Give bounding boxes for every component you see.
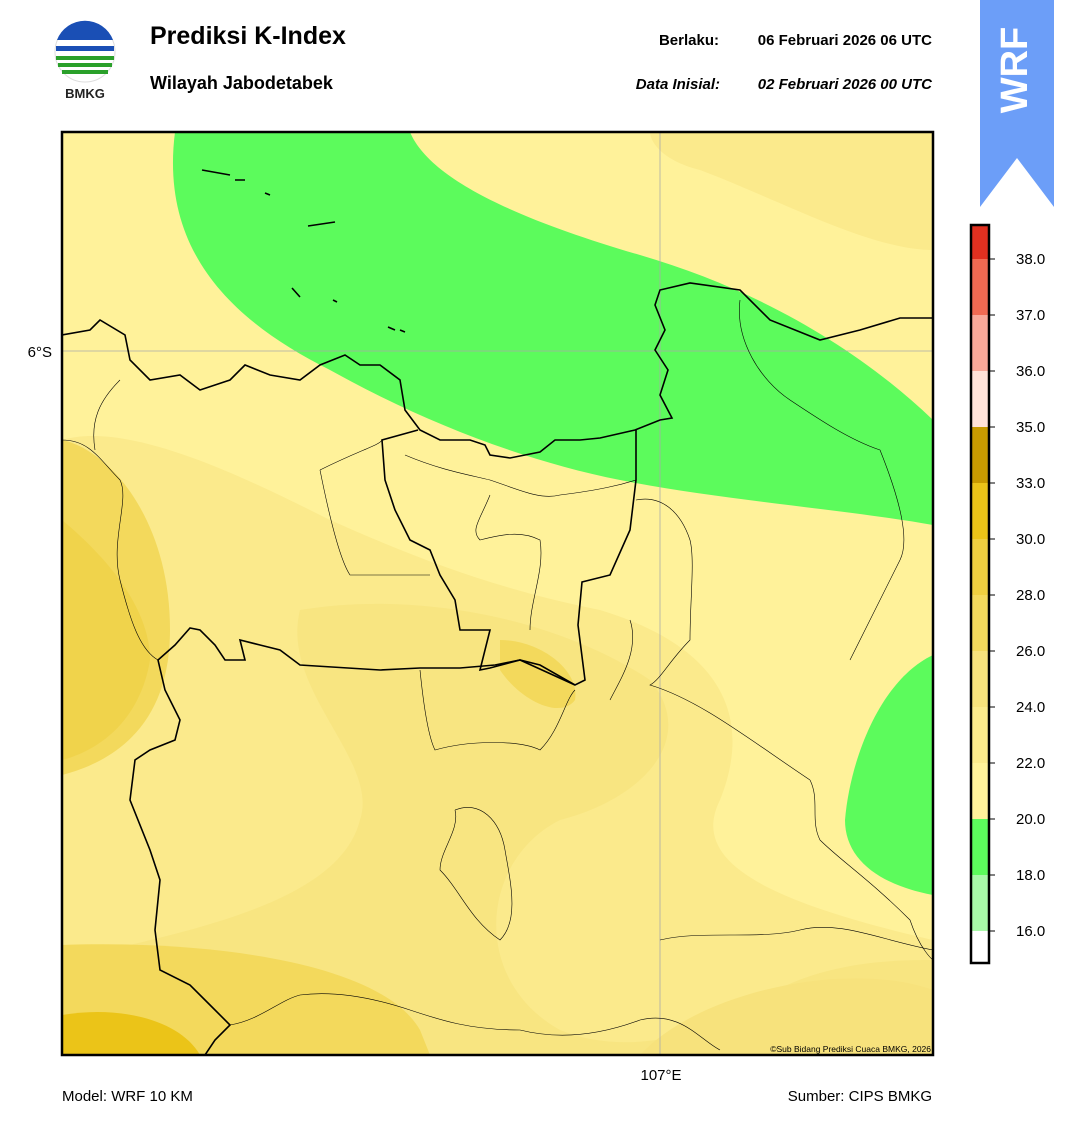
- colorbar-segment: [971, 875, 989, 931]
- colorbar-label: 36.0: [1016, 363, 1045, 380]
- colorbar-label: 18.0: [1016, 867, 1045, 884]
- colorbar-segment: [971, 707, 989, 763]
- model-tag: WRF: [980, 0, 1054, 207]
- colorbar-label: 33.0: [1016, 475, 1045, 492]
- colorbar-segment: [971, 931, 989, 963]
- valid-label: Berlaku:: [659, 32, 719, 49]
- colorbar-label: 35.0: [1016, 419, 1045, 436]
- colorbar-label: 24.0: [1016, 699, 1045, 716]
- init-time: 02 Februari 2026 00 UTC: [758, 76, 933, 93]
- colorbar-segment: [971, 259, 989, 315]
- colorbar-segment: [971, 225, 989, 259]
- colorbar-label: 38.0: [1016, 251, 1045, 268]
- colorbar-label: 30.0: [1016, 531, 1045, 548]
- footer-model: Model: WRF 10 KM: [62, 1088, 193, 1105]
- colorbar-segment: [971, 427, 989, 483]
- footer-source: Sumber: CIPS BMKG: [788, 1088, 932, 1105]
- colorbar-segment: [971, 651, 989, 707]
- colorbar-frame: [969, 223, 991, 965]
- coastline: [62, 169, 933, 1055]
- colorbar-label: 28.0: [1016, 587, 1045, 604]
- copyright: ©Sub Bidang Prediksi Cuaca BMKG, 2026: [770, 1044, 931, 1054]
- lon-label: 107°E: [640, 1067, 681, 1084]
- logo-text: BMKG: [65, 86, 105, 101]
- colorbar-segment: [971, 763, 989, 819]
- logo: BMKG: [54, 20, 116, 101]
- valid-time: 06 Februari 2026 06 UTC: [758, 32, 932, 49]
- colorbar-segment: [971, 315, 989, 371]
- colorbar-label: 26.0: [1016, 643, 1045, 660]
- subtitle: Wilayah Jabodetabek: [150, 73, 334, 93]
- title: Prediksi K-Index: [150, 22, 346, 50]
- map-frame: [60, 130, 935, 1057]
- model-tag-text: WRF: [994, 27, 1036, 114]
- colorbar-label: 20.0: [1016, 811, 1045, 828]
- colorbar-segment: [971, 595, 989, 651]
- init-label: Data Inisial:: [636, 76, 720, 93]
- colorbar-segment: [971, 371, 989, 427]
- colorbar-segment: [971, 819, 989, 875]
- colorbar-label: 37.0: [1016, 307, 1045, 324]
- map: ©Sub Bidang Prediksi Cuaca BMKG, 2026: [62, 132, 933, 1055]
- colorbar-label: 22.0: [1016, 755, 1045, 772]
- colorbar-segment: [971, 483, 989, 539]
- colorbar-segment: [971, 539, 989, 595]
- admin-borders: [62, 299, 933, 1051]
- lat-label: 6°S: [28, 344, 52, 361]
- colorbar-label: 16.0: [1016, 923, 1045, 940]
- colorbar: 16.0 18.0 20.0 22.0 24.0 26.0 28.0 30.0 33.0 35.0…: [969, 223, 1045, 965]
